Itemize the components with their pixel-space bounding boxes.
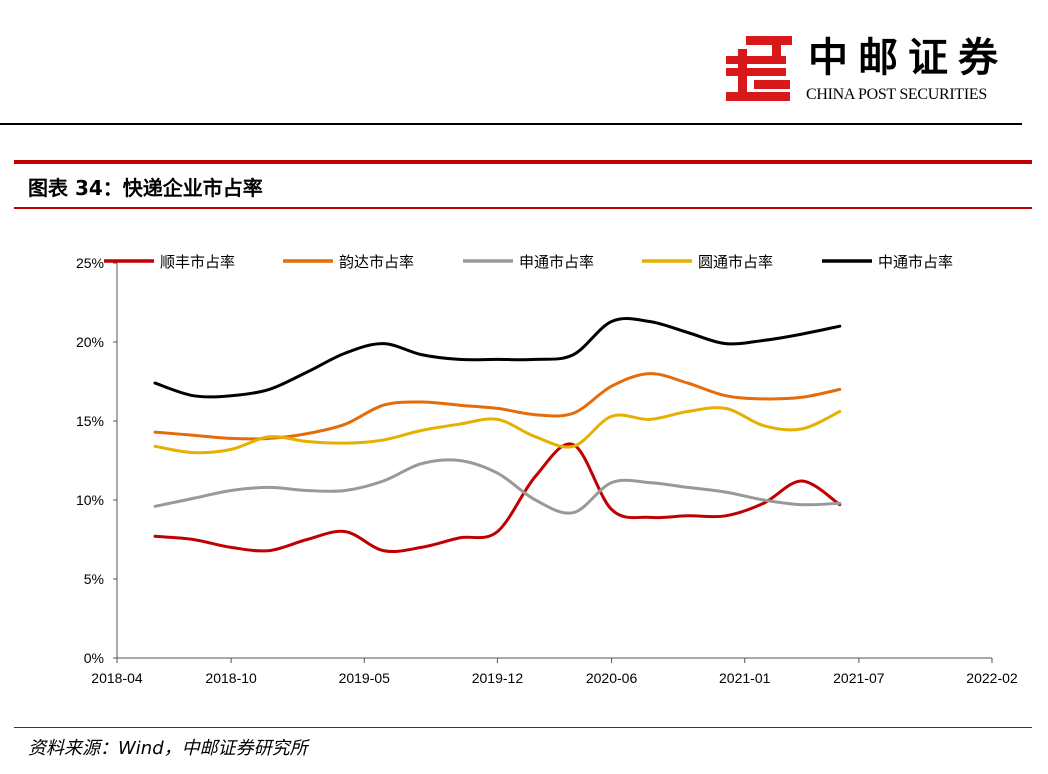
x-tick-label: 2022-02 <box>966 670 1018 686</box>
title-band-top-rule <box>14 160 1032 164</box>
source-note: 资料来源：Wind，中邮证券研究所 <box>28 738 308 759</box>
legend-label-2: 韵达市占率 <box>339 254 414 271</box>
x-tick-label: 2019-05 <box>339 670 391 686</box>
series-line-3 <box>153 458 842 515</box>
y-tick-label: 5% <box>84 571 104 587</box>
y-tick-label: 25% <box>76 255 104 271</box>
market-share-line-chart: 0% 5% 10% 15% 20% 25% 2018-04 2018-10 2019-05 201… <box>76 254 1018 686</box>
logo-english-name: CHINA POST SECURITIES <box>806 86 987 103</box>
x-tick-label: 2021-01 <box>719 670 771 686</box>
series-line-1 <box>153 442 842 553</box>
x-tick-label: 2019-12 <box>472 670 524 686</box>
china-post-emblem-icon <box>726 36 792 101</box>
series-line-4 <box>153 406 842 455</box>
title-band-bottom-rule <box>14 207 1032 209</box>
series-line-2 <box>153 372 842 441</box>
figure-title: 图表 34：快递企业市占率 <box>28 176 263 200</box>
x-tick-label: 2018-10 <box>205 670 257 686</box>
series-line-5 <box>153 317 842 399</box>
logo-chinese-name: 中邮证券 <box>808 34 1008 81</box>
y-tick-label: 15% <box>76 413 104 429</box>
x-tick-label: 2018-04 <box>91 670 143 686</box>
x-tick-label: 2020-06 <box>586 670 638 686</box>
company-logo: 中邮证券 CHINA POST SECURITIES <box>724 34 1014 106</box>
y-tick-label: 10% <box>76 492 104 508</box>
legend-label-4: 圆通市占率 <box>698 254 773 271</box>
y-tick-label: 0% <box>84 650 104 666</box>
header-divider <box>0 123 1022 125</box>
y-tick-label: 20% <box>76 334 104 350</box>
legend-label-3: 申通市占率 <box>519 254 594 271</box>
footer-divider <box>14 727 1032 728</box>
legend-label-1: 顺丰市占率 <box>160 254 235 271</box>
x-tick-label: 2021-07 <box>833 670 885 686</box>
legend-label-5: 中通市占率 <box>878 254 953 271</box>
